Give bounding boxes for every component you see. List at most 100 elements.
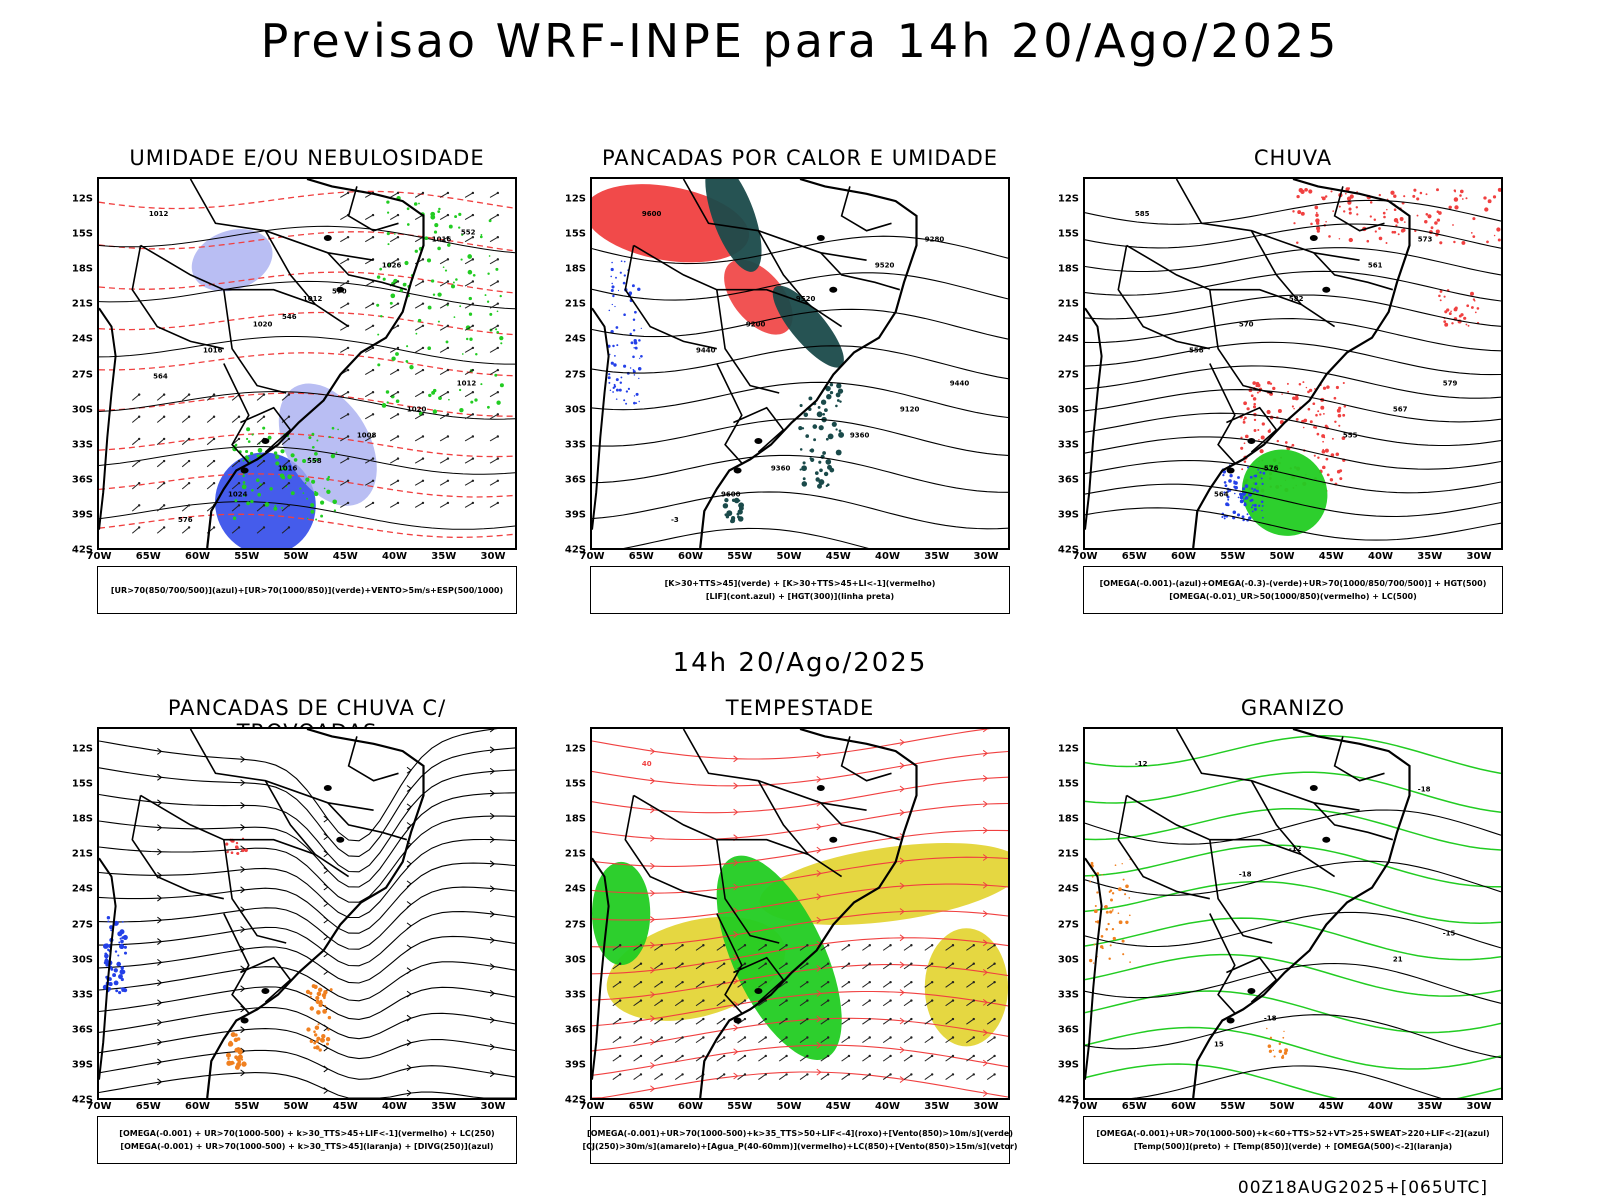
shade-dot (805, 434, 810, 438)
longitude-tick-label: 40W (382, 1101, 407, 1112)
wind-vector-head (262, 459, 266, 463)
shade-dot (1221, 515, 1224, 519)
wind-vector-head (618, 980, 622, 984)
state-border (1209, 839, 1273, 944)
shade-dot (315, 995, 320, 1001)
streamline-arrow (157, 1078, 163, 1086)
longitude-tick-label: 35W (924, 551, 950, 562)
shade-dot (1234, 492, 1236, 495)
shade-dot (387, 243, 390, 246)
wind-vector-head (471, 302, 475, 305)
wind-vector-head (618, 1036, 622, 1039)
wind-vector (799, 1018, 808, 1025)
shade-dot (118, 974, 123, 980)
contour-line (1085, 318, 1501, 352)
wind-vector (389, 391, 399, 398)
wind-vector (439, 458, 449, 464)
wind-vector-head (951, 1036, 955, 1039)
wind-vector (966, 1055, 975, 1062)
shade-dot (1089, 958, 1093, 963)
shade-dot (1295, 417, 1299, 421)
temp500-contours (1085, 809, 1501, 1098)
map-frame (97, 727, 517, 1100)
shade-dot (1470, 232, 1473, 234)
wind-vector (633, 1037, 642, 1044)
shade-dot (1272, 386, 1276, 391)
lake-icon (829, 836, 838, 843)
shade-dot (615, 378, 619, 382)
shade-dot (1453, 240, 1456, 244)
shade-dot (438, 207, 441, 211)
contour-label: 561 (1368, 262, 1383, 270)
shade-dot (1425, 193, 1428, 196)
shade-dot (387, 211, 390, 214)
wind-vector-head (618, 944, 622, 947)
streamline (592, 856, 1008, 894)
wind-vector-head (660, 1073, 663, 1076)
shade-dot (1239, 492, 1243, 496)
shade-dot (445, 340, 449, 344)
latitude-tick-label: 18S (71, 263, 93, 275)
shade-dot (1233, 480, 1236, 483)
wind-vector-head (806, 1073, 809, 1076)
wind-vector (924, 1055, 933, 1062)
shade-dot (1089, 880, 1091, 883)
wind-vector-head (496, 479, 500, 482)
shade-dot (1296, 241, 1299, 245)
shade-dot (1278, 1049, 1283, 1054)
contour-label: 552 (461, 228, 476, 236)
shade-dot (316, 1036, 321, 1041)
shade-dot (623, 274, 626, 277)
streamline-arrow (982, 826, 989, 834)
shade-dot (458, 226, 461, 229)
shade-dot (1244, 416, 1247, 420)
shade-dot (459, 305, 462, 308)
wind-vector-head (237, 526, 241, 529)
wind-vector-head (137, 526, 141, 529)
shade-dot (610, 361, 614, 365)
lake-icon (1226, 467, 1235, 474)
wind-vector-head (868, 999, 871, 1002)
wind-vector-head (910, 1017, 913, 1021)
shade-dot (611, 282, 613, 285)
wind-vector-head (930, 1054, 934, 1058)
shade-dot (1096, 891, 1099, 894)
streamline-arrow (899, 785, 905, 793)
shade-dot (638, 339, 641, 342)
shade-dot (1424, 220, 1428, 224)
wind-vector-head (847, 1017, 851, 1021)
panel-title: UMIDADE E/OU NEBULOSIDADE (129, 146, 485, 170)
shade-dot (1229, 474, 1233, 478)
shade-dot (1267, 1044, 1272, 1048)
longitude-tick-label: 45W (825, 551, 851, 562)
shade-dot (1342, 413, 1346, 417)
wind-vector (364, 413, 374, 420)
shade-dot (327, 1028, 330, 1031)
state-border (716, 913, 743, 1014)
wind-vector (206, 394, 215, 401)
shade-dot (1122, 878, 1125, 881)
wind-vector (820, 1073, 829, 1080)
streamline-arrow (157, 824, 163, 832)
shade-dot (724, 497, 729, 503)
shade-dot (1324, 448, 1329, 453)
wind-vector (820, 981, 829, 988)
wind-vector (695, 1018, 704, 1025)
shade-dot (1281, 1054, 1285, 1057)
wind-vector-head (993, 944, 996, 947)
streamline (99, 911, 515, 967)
latitude-tick-label: 12S (71, 743, 93, 755)
streamline-arrow (489, 1070, 496, 1078)
latitude-tick-label: 36S (1057, 474, 1079, 486)
wind-vector (820, 963, 829, 970)
latitude-tick-label: 24S (1057, 333, 1079, 345)
shade-dot (1319, 413, 1322, 416)
state-border (264, 780, 316, 856)
wind-vector (986, 1055, 995, 1062)
wind-vector-head (137, 415, 141, 418)
shade-dot (1403, 221, 1406, 223)
shade-dot (1492, 195, 1497, 199)
wind-vector-head (743, 944, 747, 947)
shade-dot (1439, 241, 1443, 245)
longitude-tick-label: 55W (727, 551, 753, 562)
